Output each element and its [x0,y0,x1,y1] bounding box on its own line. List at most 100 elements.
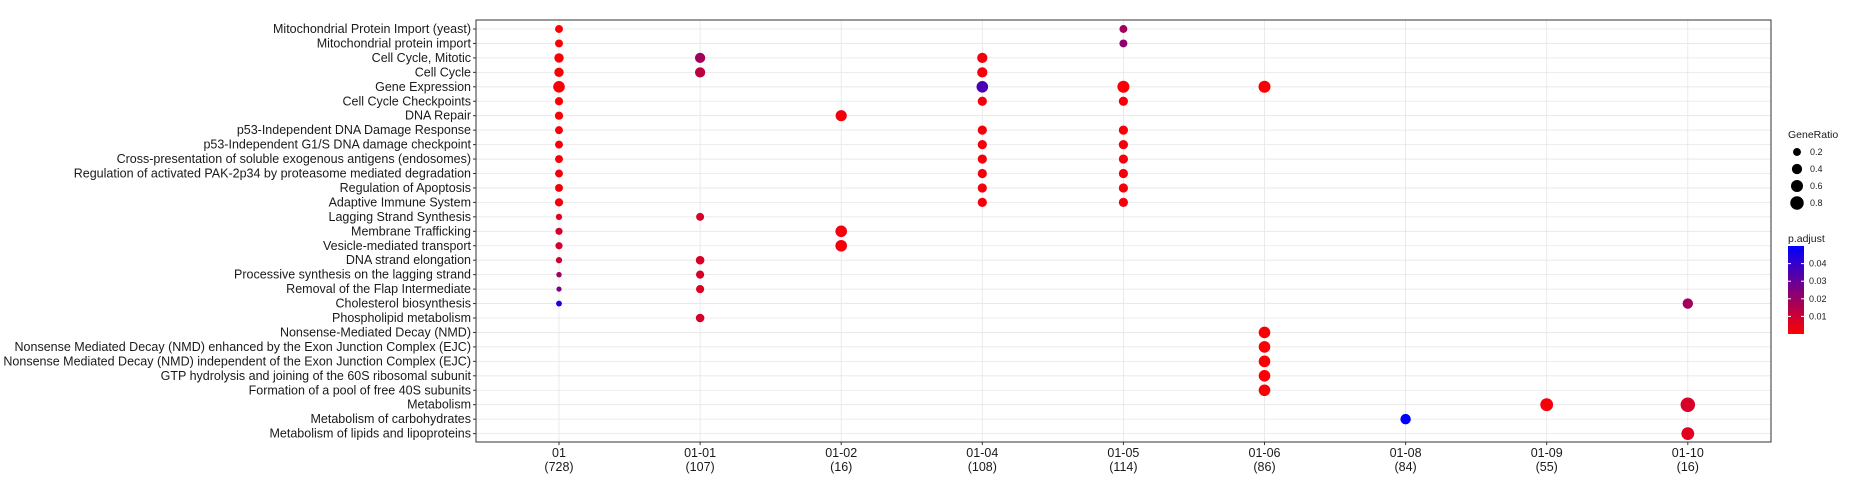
y-tick-label: Cholesterol biosynthesis [336,297,472,311]
data-point [1118,154,1128,164]
data-point [695,313,705,323]
y-tick-label: Metabolism of lipids and lipoproteins [270,427,472,441]
data-point [1118,197,1128,207]
x-tick-label: 01-06 [1249,446,1281,460]
color-legend-label: 0.04 [1809,259,1827,269]
data-point [1119,25,1128,33]
data-point [1118,168,1128,179]
data-point [1258,355,1271,368]
data-point [1682,298,1694,309]
y-tick-label: Metabolism of carbohydrates [311,412,472,426]
y-tick-label: Mitochondrial Protein Import (yeast) [273,22,471,36]
data-point [1258,80,1271,93]
y-tick-label: Membrane Trafficking [351,224,471,238]
x-axis-labels: 01(728)01-01(107)01-02(16)01-04(108)01-0… [544,442,1704,474]
color-legend-label: 0.02 [1809,294,1827,304]
data-point [977,52,988,64]
size-legend-key [1790,196,1804,210]
size-legend-key [1791,180,1803,192]
data-point [977,154,987,164]
y-tick-label: Cell Cycle [415,65,471,79]
y-tick-label: Formation of a pool of free 40S subunits [249,383,471,397]
data-point [553,81,565,93]
x-tick-label: 01-09 [1531,446,1563,460]
data-point [977,140,987,150]
data-point [695,270,705,279]
data-point [695,284,705,294]
y-tick-label: Removal of the Flap Intermediate [286,282,471,296]
data-point [1400,413,1411,425]
y-tick-label: Regulation of Apoptosis [340,181,471,195]
x-tick-label: 01-04 [966,446,998,460]
size-legend-key [1791,163,1803,175]
x-tick-label: 01-08 [1390,446,1422,460]
data-point [1680,397,1696,412]
y-tick-label: Vesicle-mediated transport [323,239,472,253]
y-tick-label: GTP hydrolysis and joining of the 60S ri… [161,369,472,383]
data-point [555,183,563,192]
data-point [1119,39,1128,48]
data-point [694,67,706,78]
data-point [1540,398,1554,412]
data-point [554,111,564,120]
y-tick-label: Metabolism [407,398,471,412]
data-point [555,257,563,264]
data-point [1118,96,1128,106]
data-point [1117,80,1130,93]
x-tick-label: 01 [552,446,566,460]
x-tick-count-label: (16) [830,460,852,474]
y-tick-label: Cross-presentation of soluble exogenous … [117,152,471,166]
x-tick-label: 01-10 [1672,446,1704,460]
data-point [1681,427,1695,440]
y-tick-label: p53-Independent G1/S DNA damage checkpoi… [203,138,471,152]
y-tick-label: Adaptive Immune System [329,195,471,209]
size-legend-label: 0.2 [1810,147,1823,157]
y-tick-label: Gene Expression [375,80,471,94]
x-tick-count-label: (107) [686,460,715,474]
data-point [1258,384,1271,397]
x-tick-count-label: (728) [544,460,573,474]
data-point [556,300,562,307]
y-tick-label: Cell Cycle Checkpoints [342,94,471,108]
data-point [694,52,706,64]
data-point [696,212,705,221]
size-legend: GeneRatio 0.2 0.4 0.6 0.8 [1788,129,1838,210]
data-point [556,286,562,292]
y-tick-label: Cell Cycle, Mitotic [372,51,471,65]
data-point [554,53,564,63]
data-point [977,183,987,193]
y-tick-label: Lagging Strand Synthesis [329,210,471,224]
data-point [555,140,563,149]
data-point [977,168,987,179]
color-legend-label: 0.03 [1809,276,1827,286]
y-tick-label: Phospholipid metabolism [332,311,471,325]
data-point [835,239,847,252]
x-tick-count-label: (55) [1536,460,1558,474]
x-tick-label: 01-02 [825,446,857,460]
data-point [555,213,563,221]
data-point [1258,341,1271,353]
color-legend-bar [1788,246,1804,334]
data-point [695,255,705,265]
y-tick-label: Nonsense-Mediated Decay (NMD) [280,325,471,339]
data-point [1118,183,1128,193]
x-tick-count-label: (108) [968,460,997,474]
y-tick-label: DNA strand elongation [346,253,471,267]
y-tick-label: DNA Repair [405,109,471,123]
y-tick-label: Processive synthesis on the lagging stra… [234,268,471,282]
size-legend-label: 0.8 [1810,198,1823,208]
size-legend-title: GeneRatio [1788,129,1838,141]
y-tick-label: Regulation of activated PAK-2p34 by prot… [74,167,471,181]
color-legend: p.adjust 0.04 0.03 0.02 0.01 [1788,233,1827,334]
data-point [555,169,563,178]
data-point [976,81,989,93]
data-point [977,67,988,78]
data-point [555,227,563,235]
data-point [835,225,847,238]
data-point [1118,125,1128,135]
y-tick-label: Nonsense Mediated Decay (NMD) independen… [3,354,471,368]
data-point [555,155,563,164]
x-tick-count-label: (86) [1253,460,1275,474]
data-point [977,96,987,106]
